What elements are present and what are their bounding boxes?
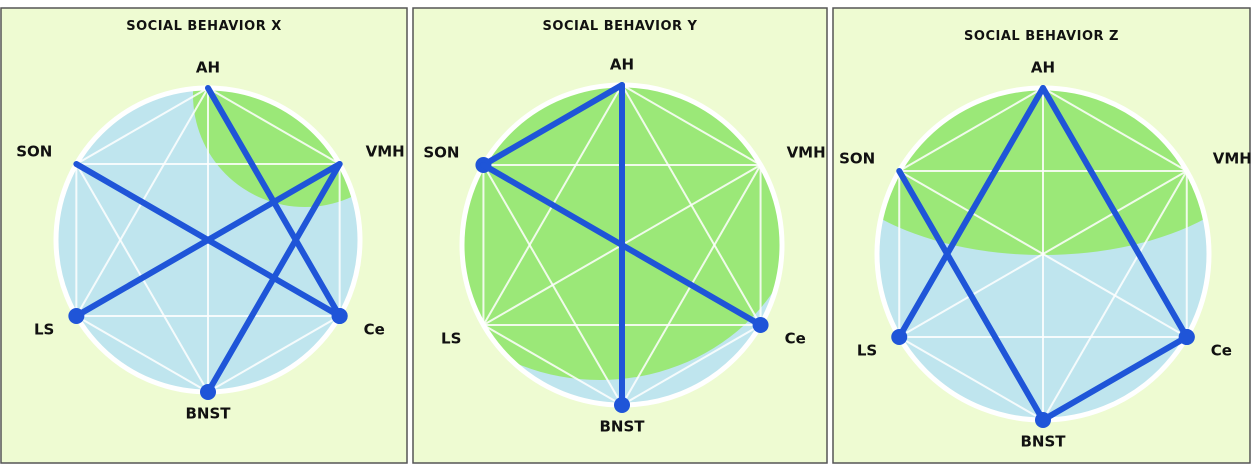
inner-link xyxy=(898,170,1188,338)
panel: SOCIAL BEHAVIOR X AH VMH Ce BNST LS SON xyxy=(0,7,408,464)
inner-link xyxy=(207,315,341,393)
node-label: BNST xyxy=(599,418,645,436)
connection xyxy=(896,168,1046,423)
connection-head xyxy=(752,317,769,333)
connection xyxy=(205,161,343,395)
inner-link xyxy=(482,164,623,406)
connection-head xyxy=(891,329,908,345)
connection xyxy=(480,82,625,168)
connection-head xyxy=(200,384,216,400)
node-label: LS xyxy=(857,342,877,360)
node-label: Ce xyxy=(785,330,806,348)
inner-link xyxy=(482,324,623,406)
inner-link xyxy=(1042,87,1188,172)
node-label: BNST xyxy=(185,405,231,423)
node-label: VMH xyxy=(1213,150,1251,168)
connection-head xyxy=(331,308,348,324)
panel: SOCIAL BEHAVIOR Z AH VMH Ce BNST LS SON xyxy=(832,7,1251,464)
node-label: Ce xyxy=(1211,342,1232,360)
panel: SOCIAL BEHAVIOR Y AH VMH Ce BNST LS SON xyxy=(412,7,828,464)
panel-title: SOCIAL BEHAVIOR Y xyxy=(543,19,698,34)
node-label: SON xyxy=(423,144,459,162)
connection xyxy=(1040,85,1190,340)
connection-head xyxy=(68,308,85,324)
inner-link xyxy=(75,87,209,165)
connection xyxy=(896,85,1046,340)
connection-head xyxy=(1178,329,1195,345)
connection xyxy=(1040,334,1190,423)
inner-link xyxy=(621,84,762,166)
panel-title: SOCIAL BEHAVIOR Z xyxy=(964,29,1119,44)
node-label: AH xyxy=(196,59,220,77)
node-label: VMH xyxy=(787,144,826,162)
node-label: LS xyxy=(441,330,461,348)
node-label: SON xyxy=(839,150,875,168)
inner-link xyxy=(621,324,762,406)
node-label: SON xyxy=(16,143,52,161)
node-label: LS xyxy=(34,321,54,339)
inner-link xyxy=(898,336,1044,421)
connection xyxy=(73,161,343,319)
connection-head xyxy=(614,397,630,413)
inner-link xyxy=(75,315,209,393)
node-label: VMH xyxy=(366,143,405,161)
node-label: Ce xyxy=(364,321,385,339)
node-label: AH xyxy=(1031,59,1055,77)
inner-link xyxy=(207,87,341,165)
inner-link xyxy=(898,87,1044,172)
panel-title: SOCIAL BEHAVIOR X xyxy=(126,19,282,34)
node-label: AH xyxy=(610,56,634,74)
node-label: BNST xyxy=(1020,433,1066,451)
